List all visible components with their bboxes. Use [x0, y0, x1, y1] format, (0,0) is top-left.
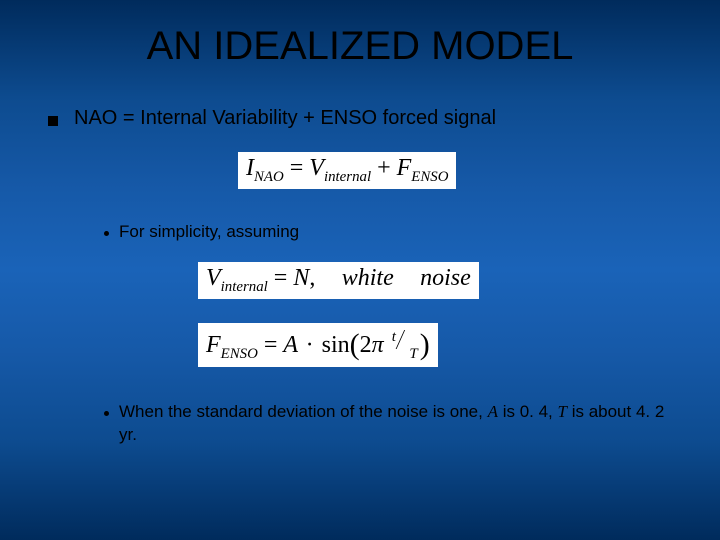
formula-2-V: V — [206, 265, 221, 291]
slide: AN IDEALIZED MODEL NAO = Internal Variab… — [0, 0, 720, 540]
formula-1-F-sub: ENSO — [411, 169, 448, 185]
formula-2-noise: noise — [420, 265, 471, 291]
sub-bullet-2-row: When the standard deviation of the noise… — [104, 401, 672, 447]
formula-1-eq: = — [290, 155, 310, 181]
sub2-seg1: When the standard deviation of the noise… — [119, 402, 488, 421]
sub-bullet-1-text: For simplicity, assuming — [119, 221, 299, 244]
formula-3-dot: · — [304, 332, 316, 358]
formula-3-tT-fraction: t ⁄ T — [392, 331, 418, 361]
formula-1-plus: + — [377, 155, 397, 181]
sub2-A: A — [488, 402, 498, 421]
sub-bullet-1-row: For simplicity, assuming — [104, 221, 672, 244]
slash-icon: ⁄ — [399, 325, 402, 357]
formula-1-V: V — [309, 155, 324, 181]
formula-3-F: F — [206, 332, 221, 358]
formula-3-eq: = — [264, 332, 284, 358]
formula-2-V-sub: internal — [221, 279, 268, 295]
formula-3-t: t — [392, 329, 396, 346]
disc-bullet-icon — [104, 411, 109, 416]
formula-2-white: white — [342, 265, 394, 291]
sub-bullet-2-text: When the standard deviation of the noise… — [119, 401, 672, 447]
sub2-seg2: is 0. 4, — [498, 402, 558, 421]
main-bullet-text: NAO = Internal Variability + ENSO forced… — [74, 107, 496, 130]
formula-3: FENSO = A · sin(2π t ⁄ T ) — [198, 323, 438, 368]
slide-title: AN IDEALIZED MODEL — [48, 24, 672, 69]
formula-3-F-sub: ENSO — [221, 345, 258, 361]
formula-1: INAO = Vinternal + FENSO — [238, 152, 456, 189]
formula-3-lparen: ( — [350, 328, 360, 361]
formula-2-eq: = — [274, 265, 294, 291]
formula-2-comma: , — [309, 265, 315, 291]
formula-3-rparen: ) — [420, 328, 430, 361]
formula-1-F: F — [397, 155, 412, 181]
formula-2: Vinternal = N, white noise — [198, 262, 479, 299]
formula-3-T: T — [409, 346, 417, 363]
formula-2-N: N — [293, 265, 309, 291]
sub2-T: T — [558, 402, 567, 421]
formula-1-wrap: INAO = Vinternal + FENSO — [238, 152, 672, 189]
main-bullet-row: NAO = Internal Variability + ENSO forced… — [48, 107, 672, 130]
formula-3-sin: sin — [322, 332, 350, 358]
formula-3-pi: π — [372, 332, 384, 358]
formula-3-wrap: FENSO = A · sin(2π t ⁄ T ) — [198, 323, 672, 368]
formula-1-V-sub: internal — [324, 169, 371, 185]
formula-1-I: I — [246, 155, 254, 181]
formula-3-two: 2 — [360, 332, 372, 358]
disc-bullet-icon — [104, 231, 109, 236]
square-bullet-icon — [48, 116, 58, 126]
formula-1-I-sub: NAO — [254, 169, 284, 185]
formula-3-A: A — [283, 332, 297, 358]
formula-2-wrap: Vinternal = N, white noise — [198, 262, 672, 299]
